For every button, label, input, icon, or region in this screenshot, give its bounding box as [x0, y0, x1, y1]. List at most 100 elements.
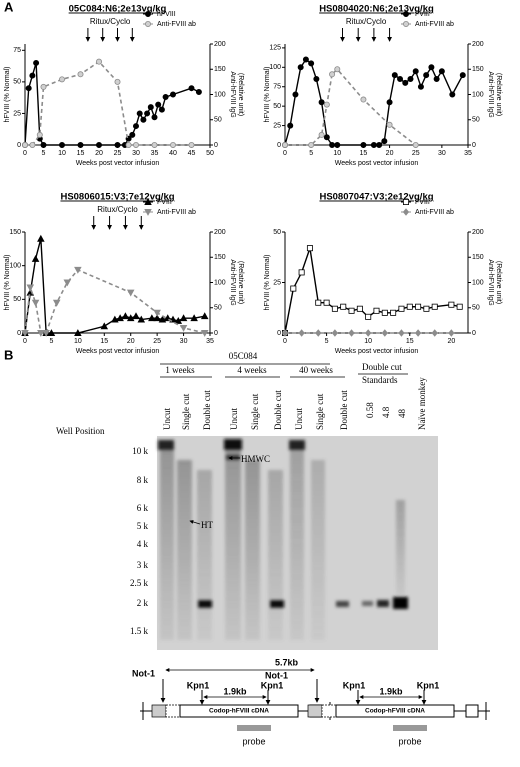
legend-marker — [144, 10, 151, 17]
y-tick-label: 0 — [17, 142, 21, 149]
point — [381, 138, 388, 145]
series-line — [285, 68, 417, 146]
lane-label: Single cut — [250, 393, 260, 430]
promoter — [151, 704, 167, 718]
y2-tick-label: 0 — [472, 330, 476, 337]
ladder-label: 5 k — [137, 521, 149, 531]
y2-axis-label: (Relative unit) — [495, 73, 502, 116]
point — [162, 94, 169, 101]
y2-tick-label: 200 — [472, 229, 484, 236]
enhancer — [165, 704, 181, 718]
point — [126, 289, 135, 297]
x-axis-label: Weeks post vector infusion — [76, 160, 160, 167]
y2-tick-label: 0 — [214, 330, 218, 337]
probe-bar — [237, 725, 271, 731]
series-line — [284, 247, 460, 334]
y-tick-label: 100 — [269, 64, 281, 71]
point — [370, 141, 377, 148]
point — [423, 305, 430, 312]
y2-axis-label: Anti-hFVIII IgG — [487, 71, 494, 117]
lane-label: Uncut — [229, 408, 239, 430]
x-axis-label: Weeks post vector infusion — [335, 160, 419, 167]
point — [318, 131, 325, 138]
lane-label: Single cut — [181, 393, 191, 430]
x-tick-label: 15 — [406, 338, 414, 345]
legend-label: Anti-FVIII ab — [157, 209, 196, 216]
point — [414, 329, 422, 337]
legend-marker — [402, 20, 409, 27]
point — [365, 329, 372, 337]
site-label: Kpn1 — [417, 680, 440, 690]
ladder-label: 8 k — [137, 475, 149, 485]
smear — [290, 450, 304, 640]
point — [42, 329, 50, 337]
y2-axis-label: (Relative unit) — [495, 261, 502, 304]
ladder-label: 3 k — [137, 560, 149, 570]
point — [306, 245, 313, 252]
point — [386, 121, 393, 128]
group-label: 1 weeks — [165, 365, 195, 375]
point — [37, 329, 45, 337]
point — [155, 101, 162, 108]
y-axis-label: hFVIII (% Normal) — [264, 66, 271, 122]
point — [151, 141, 158, 148]
gel-header: 05C084 1 weeks 4 weeks 40 weeks Double c… — [160, 351, 408, 385]
point — [417, 83, 424, 90]
smear — [225, 450, 241, 640]
smear — [396, 500, 405, 595]
point — [153, 309, 161, 317]
point — [315, 329, 322, 337]
point — [195, 88, 202, 95]
point — [281, 141, 288, 148]
group-label: 40 weeks — [299, 365, 333, 375]
well-band — [224, 439, 242, 450]
lane-label: Single cut — [315, 393, 325, 430]
point — [331, 305, 338, 312]
point — [116, 314, 124, 322]
point — [169, 141, 176, 148]
legend-label: Anti-FVIII ab — [157, 21, 196, 28]
point — [179, 314, 188, 322]
point — [59, 76, 66, 83]
legend-label: FVIII — [157, 199, 172, 206]
point — [329, 71, 336, 78]
y2-tick-label: 50 — [472, 305, 480, 312]
y-tick-label: 125 — [269, 45, 281, 52]
annotation: Ritux/Cyclo — [97, 205, 138, 214]
legend-marker — [144, 208, 152, 216]
panel-label: B — [4, 347, 13, 362]
y2-tick-label: 50 — [472, 117, 480, 124]
smear — [160, 450, 174, 640]
y2-tick-label: 100 — [472, 279, 484, 286]
annotation-arrow — [189, 520, 201, 525]
point — [329, 141, 336, 148]
lane-label: 4.8 — [381, 406, 391, 418]
point — [381, 309, 388, 316]
x-tick-label: 0 — [283, 338, 287, 345]
ladder-label: 6 k — [137, 503, 149, 513]
legend-marker — [402, 10, 409, 17]
point — [428, 64, 435, 71]
annotation: Ritux/Cyclo — [90, 17, 131, 26]
point — [158, 106, 165, 113]
point — [132, 123, 139, 130]
distance-label: 5.7kb — [275, 657, 299, 667]
point — [348, 307, 355, 314]
lane-label: Double cut — [273, 390, 283, 430]
point — [74, 329, 82, 337]
point — [287, 122, 294, 129]
x-tick-label: 25 — [114, 150, 122, 157]
y2-axis-label: Anti-hFVIII IgG — [487, 259, 494, 305]
point — [188, 85, 195, 92]
band — [270, 600, 284, 608]
point — [29, 72, 36, 79]
point — [381, 329, 388, 337]
y2-axis-label: Anti-hFVIII IgG — [229, 71, 236, 117]
point — [140, 116, 147, 123]
point — [297, 64, 304, 71]
point — [323, 299, 330, 306]
point — [298, 329, 305, 337]
point — [281, 329, 289, 337]
construct-diagram: Not-1 5.7kb Not-1 — [132, 657, 490, 731]
